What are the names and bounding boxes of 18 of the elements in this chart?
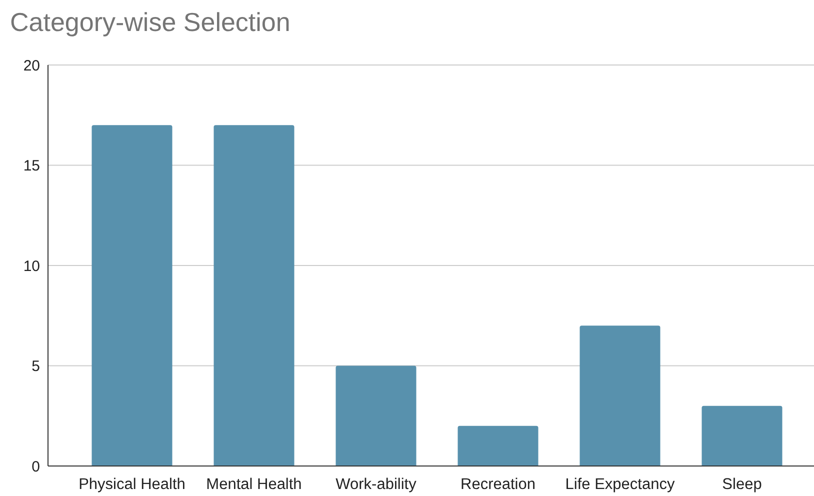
chart-title: Category-wise Selection: [10, 7, 290, 37]
x-tick-label: Recreation: [460, 476, 536, 493]
x-tick-label: Work-ability: [336, 476, 417, 493]
y-tick-label: 0: [32, 458, 40, 476]
y-tick-label: 10: [23, 258, 40, 275]
y-tick-label: 20: [23, 57, 40, 74]
bar: [702, 406, 782, 466]
y-tick-label: 15: [23, 158, 40, 174]
bar: [92, 125, 172, 466]
x-tick-label: Mental Health: [206, 476, 302, 493]
bar: [458, 426, 538, 466]
bar: [336, 366, 416, 466]
bar: [214, 125, 294, 466]
x-tick-label: Sleep: [722, 476, 762, 493]
y-tick-label: 5: [32, 358, 40, 375]
bar: [580, 326, 660, 466]
x-tick-label: Physical Health: [78, 476, 186, 493]
x-tick-label: Life Expectancy: [565, 476, 675, 493]
